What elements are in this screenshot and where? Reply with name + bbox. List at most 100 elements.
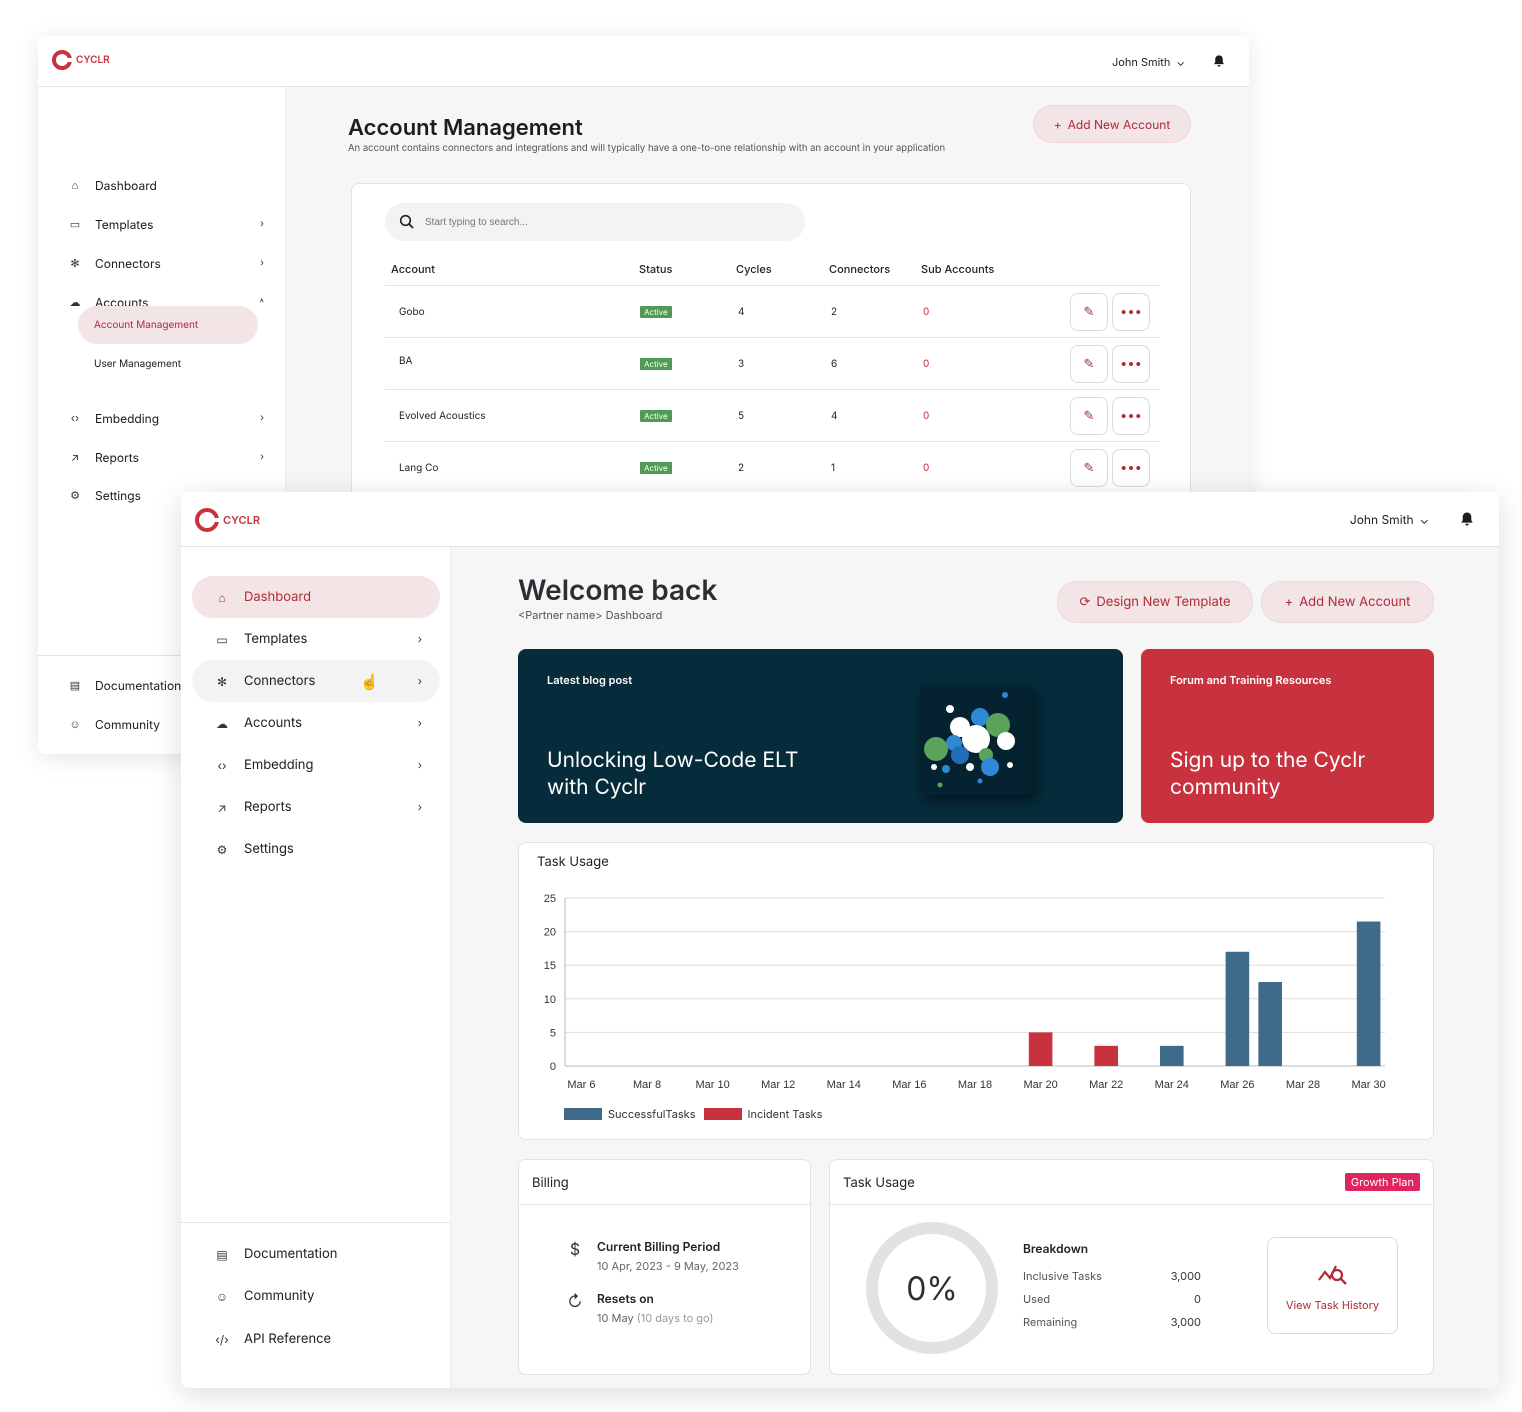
- table-row[interactable]: Gobo Active 4 2 0 ✎ •••: [385, 286, 1160, 338]
- sidebar-item-documentation[interactable]: ▤ Documentation: [68, 670, 264, 700]
- design-template-button[interactable]: ⟳ Design New Template: [1057, 581, 1253, 623]
- column-header[interactable]: Cycles: [736, 262, 772, 276]
- sidebar-item-label: Dashboard: [95, 177, 157, 193]
- column-header[interactable]: Sub Accounts: [921, 262, 995, 276]
- sidebar-item-embedding[interactable]: ‹› Embedding ›: [68, 403, 264, 433]
- button-label: Design New Template: [1096, 594, 1231, 610]
- sidebar-item-embedding[interactable]: ‹› Embedding ›: [192, 744, 440, 786]
- user-menu[interactable]: John Smith ⌄: [1112, 55, 1185, 69]
- page-title: Welcome back: [518, 573, 718, 607]
- y-tick-label: 0: [550, 1061, 556, 1073]
- sidebar-item-label: API Reference: [244, 1331, 332, 1347]
- search-input[interactable]: [425, 216, 785, 228]
- account-name: Lang Co: [399, 462, 439, 474]
- bar-incident-tasks[interactable]: [1094, 1045, 1119, 1066]
- column-header[interactable]: Account: [391, 262, 436, 276]
- legend-label: Incident Tasks: [747, 1107, 823, 1121]
- y-tick-label: 5: [550, 1027, 556, 1039]
- connectors-count: 6: [831, 358, 838, 370]
- add-account-button[interactable]: + Add New Account: [1261, 581, 1434, 623]
- sidebar-item-label: Community: [95, 716, 160, 732]
- sidebar-item-community[interactable]: ☺ Community: [68, 709, 264, 739]
- table-row[interactable]: Lang Co Active 2 1 0 ✎ •••: [385, 442, 1160, 494]
- billing-card: Billing $ Current Billing Period 10 Apr,…: [518, 1159, 811, 1375]
- table-row[interactable]: Evolved Acoustics Active 5 4 0 ✎ •••: [385, 390, 1160, 442]
- bar-incident-tasks[interactable]: [1028, 1032, 1053, 1066]
- table-row[interactable]: BA Active 3 6 0 ✎ •••: [385, 338, 1160, 390]
- edit-button[interactable]: ✎: [1070, 397, 1108, 435]
- sidebar-item-label: Connectors: [244, 673, 316, 689]
- sidebar-item-accounts[interactable]: ☁ Accounts ›: [192, 702, 440, 744]
- status-badge: Active: [640, 358, 672, 370]
- sidebar-item-templates[interactable]: ▭ Templates ›: [68, 209, 264, 239]
- more-options-button[interactable]: •••: [1112, 345, 1150, 383]
- more-options-button[interactable]: •••: [1112, 293, 1150, 331]
- bell-icon[interactable]: [1459, 511, 1475, 527]
- edit-button[interactable]: ✎: [1070, 293, 1108, 331]
- task-usage-card: Task Usage Growth Plan 0% Breakdown Incl…: [829, 1159, 1434, 1375]
- bar-successful-tasks[interactable]: [1225, 951, 1250, 1066]
- status-badge: Active: [640, 410, 672, 422]
- cyclr-logo-icon: [195, 508, 219, 532]
- edit-button[interactable]: ✎: [1070, 345, 1108, 383]
- dollar-icon: $: [569, 1239, 581, 1259]
- pencil-icon: ✎: [1083, 356, 1095, 372]
- view-task-history-button[interactable]: View Task History: [1267, 1237, 1398, 1334]
- sidebar-item-templates[interactable]: ▭ Templates ›: [192, 618, 440, 660]
- cycles-count: 4: [738, 306, 745, 318]
- code-icon: ‹/›: [215, 1331, 229, 1347]
- add-account-button[interactable]: + Add New Account: [1033, 105, 1191, 143]
- breakdown-row: Used 0: [1023, 1287, 1201, 1310]
- usage-title: Task Usage: [843, 1175, 915, 1191]
- plus-icon: +: [1053, 116, 1062, 132]
- sidebar: ⌂ Dashboard ▭ Templates › ✻ Connectors ☝…: [181, 547, 451, 1388]
- sidebar-item-api-reference[interactable]: ‹/› API Reference: [192, 1318, 440, 1360]
- sidebar-item-dashboard[interactable]: ⌂ Dashboard: [68, 170, 264, 200]
- button-label: View Task History: [1285, 1297, 1380, 1312]
- sidebar-item-dashboard[interactable]: ⌂ Dashboard: [192, 576, 440, 618]
- column-header[interactable]: Connectors: [829, 262, 891, 276]
- sidebar-item-connectors[interactable]: ✻ Connectors ☝ ›: [192, 660, 440, 702]
- gear-icon: ⚙: [216, 841, 228, 857]
- column-header[interactable]: Status: [639, 262, 673, 276]
- edit-button[interactable]: ✎: [1070, 449, 1108, 487]
- cyclr-logo[interactable]: CYCLR: [195, 508, 260, 532]
- sub-accounts-count: 0: [923, 358, 930, 370]
- sidebar-item-user-management[interactable]: User Management: [78, 345, 258, 383]
- sidebar-item-settings[interactable]: ⚙ Settings: [68, 480, 264, 510]
- sidebar-item-connectors[interactable]: ✻ Connectors ›: [68, 248, 264, 278]
- community-icon: ☺: [215, 1288, 229, 1304]
- blog-post-tile[interactable]: Latest blog post Unlocking Low-Code ELT …: [518, 649, 1123, 823]
- sidebar-item-documentation[interactable]: ▤ Documentation: [192, 1233, 440, 1275]
- account-name: Gobo: [399, 306, 425, 318]
- breakdown-title: Breakdown: [1023, 1241, 1089, 1256]
- legend-swatch-incident: [703, 1108, 742, 1120]
- document-icon: ▤: [216, 1246, 228, 1262]
- sidebar-item-accounts[interactable]: ☁ Accounts ˄: [68, 287, 265, 317]
- more-options-button[interactable]: •••: [1112, 397, 1150, 435]
- sidebar-item-reports[interactable]: ↗ Reports ›: [68, 442, 264, 472]
- forum-resources-tile[interactable]: Forum and Training Resources Sign up to …: [1141, 649, 1434, 823]
- bar-successful-tasks[interactable]: [1356, 921, 1381, 1066]
- sidebar-item-settings[interactable]: ⚙ Settings: [192, 828, 440, 870]
- bar-successful-tasks[interactable]: [1258, 982, 1283, 1066]
- bubbles-illustration: [924, 692, 1015, 788]
- cyclr-logo[interactable]: CYCLR: [52, 50, 110, 70]
- more-options-button[interactable]: •••: [1112, 449, 1150, 487]
- sidebar-item-reports[interactable]: ↗ Reports ›: [192, 786, 440, 828]
- gear-icon: ⚙: [70, 488, 80, 502]
- sidebar-item-label: Embedding: [95, 410, 160, 426]
- task-usage-chart: 0 5 10 15 20 25 Mar 6 Mar 8 Mar 10 Mar 12 Mar 14 Ma…: [544, 893, 1386, 1091]
- sidebar-item-community[interactable]: ☺ Community: [192, 1275, 440, 1317]
- sub-accounts-count: 0: [923, 462, 930, 474]
- bell-icon[interactable]: [1212, 54, 1226, 68]
- logo-text: CYCLR: [223, 513, 261, 527]
- x-tick-label: Mar 24: [1155, 1079, 1189, 1091]
- bar-successful-tasks[interactable]: [1159, 1045, 1184, 1066]
- cycles-count: 5: [738, 410, 745, 422]
- sidebar-item-label: Dashboard: [244, 589, 312, 605]
- document-icon: ▤: [69, 678, 81, 692]
- user-menu[interactable]: John Smith ⌄: [1350, 512, 1429, 527]
- sidebar-item-account-management[interactable]: Account Management: [78, 306, 258, 344]
- x-tick-label: Mar 14: [827, 1079, 861, 1091]
